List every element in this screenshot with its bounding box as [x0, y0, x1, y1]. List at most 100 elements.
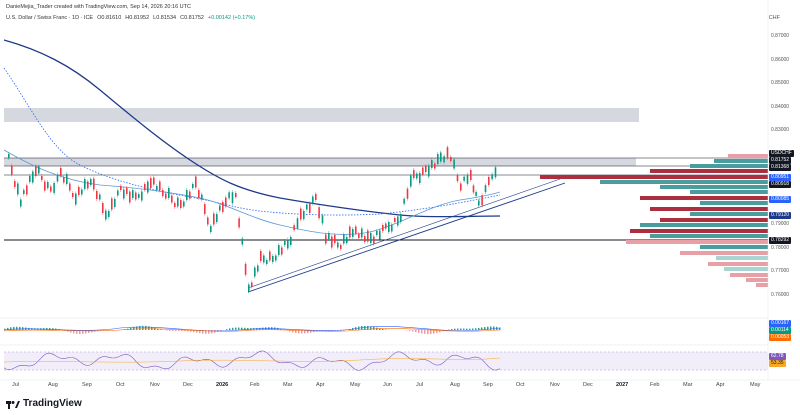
time-axis-label: Sep — [483, 382, 493, 388]
time-axis-label: Mar — [283, 382, 293, 388]
macd-bar — [175, 330, 177, 332]
time-axis-label: May — [350, 382, 361, 388]
time-axis-label: Sep — [82, 382, 92, 388]
macd-bar — [16, 326, 18, 330]
time-axis-label: Nov — [150, 382, 160, 388]
macd-bar — [382, 329, 384, 330]
macd-bar — [178, 330, 180, 331]
tradingview-logo[interactable]: TradingView — [6, 398, 82, 409]
macd-bar — [244, 327, 246, 330]
macd-bar — [166, 330, 168, 331]
macd-bar — [49, 327, 51, 330]
trendline-upper — [247, 178, 561, 289]
rsi1-tag: 62.78 — [769, 353, 786, 360]
price-axis-label: 0.83000 — [771, 127, 790, 133]
brand-name: TradingView — [23, 398, 82, 409]
macd-bar — [295, 330, 297, 334]
macd-bar — [187, 330, 189, 332]
ohlc-change: +0.00142 (+0.17%) — [207, 15, 256, 21]
macd-bar — [52, 328, 54, 330]
macd-bar — [424, 330, 426, 334]
time-axis-label: 2027 — [616, 382, 629, 388]
symbol-legend: U.S. Dollar / Swiss Franc · 1D · ICE O0.… — [6, 15, 255, 21]
macd-bar — [151, 326, 153, 330]
macd-bar — [199, 330, 201, 334]
time-axis-label: May — [750, 382, 761, 388]
macd-bar — [292, 330, 294, 333]
macd-bar — [475, 328, 477, 330]
time-axis-label: Apr — [716, 382, 725, 388]
macd-bar — [457, 328, 459, 330]
symbol-name[interactable]: U.S. Dollar / Swiss Franc · 1D · ICE — [6, 15, 94, 21]
price-axis-label: 0.77000 — [771, 268, 790, 274]
time-axis-label: Aug — [450, 382, 460, 388]
candles — [8, 145, 497, 294]
macd-bar — [85, 330, 87, 334]
macd-bar — [472, 328, 474, 330]
macd-bar — [484, 327, 486, 330]
time-axis-label: Jul — [12, 382, 20, 388]
price-axis-label: 0.84000 — [771, 103, 790, 110]
macd-bar — [469, 328, 471, 330]
macd-bar — [190, 330, 192, 332]
macd-bar — [145, 325, 147, 330]
macd-bar — [463, 328, 465, 330]
macd-bar — [499, 327, 501, 330]
macd-bar — [73, 330, 75, 334]
macd-bar — [433, 330, 435, 334]
macd-bar — [196, 330, 198, 333]
macd-bar — [379, 328, 381, 330]
macd-bar — [4, 328, 6, 330]
macd-bar — [421, 330, 423, 334]
macd-bar — [133, 327, 135, 330]
macd-bar — [10, 327, 12, 330]
price-axis-label: 0.86000 — [771, 56, 790, 63]
macd-bar — [139, 326, 141, 330]
macd-bar — [310, 330, 312, 333]
time-axis-label: Oct — [116, 382, 125, 388]
ohlc-close: C0.81752 — [180, 15, 204, 21]
level4-tag: 0.80085 — [769, 196, 792, 203]
tradingview-icon — [6, 400, 20, 409]
macd-bar — [298, 330, 300, 334]
rsi-band — [4, 352, 768, 370]
macd-bar — [208, 330, 210, 334]
macd-bar — [340, 330, 342, 332]
macd-bar — [229, 328, 231, 330]
time-axis-label: Nov — [550, 382, 560, 388]
macd-bar — [415, 330, 417, 333]
macd-line — [3, 326, 501, 332]
macd-bar — [160, 329, 162, 330]
macd-bar — [211, 330, 213, 334]
price-axis-label: 0.87000 — [771, 33, 790, 39]
macd-bar — [169, 330, 171, 331]
time-axis-label: Feb — [250, 382, 260, 388]
level1-tag: 0.81368 — [769, 164, 792, 171]
macd-bar — [88, 330, 90, 333]
ma-100-line — [3, 67, 501, 216]
volume-profile — [540, 154, 768, 287]
macd-bar — [337, 330, 339, 332]
macd-bar — [466, 328, 468, 330]
macd-bar — [70, 330, 72, 333]
macd-bar — [220, 330, 222, 331]
time-axis-label: Mar — [683, 382, 693, 388]
ma-50-line — [3, 149, 501, 235]
macd-bar — [418, 330, 420, 333]
symbol-tag: USDCHF — [769, 150, 794, 157]
level6-tag: 0.78292 — [769, 237, 792, 244]
macd-bar — [79, 330, 81, 334]
macd-bar — [226, 329, 228, 330]
macd-bar — [13, 326, 15, 330]
macd-bar — [493, 326, 495, 330]
time-axis-label: Jun — [383, 382, 392, 388]
ohlc-low: L0.81534 — [153, 15, 177, 21]
macd-bar — [82, 330, 84, 334]
last-price-tag: 0.81752 — [769, 157, 792, 164]
macd-bar — [181, 330, 183, 331]
level2-tag: 0.80951 — [769, 174, 792, 181]
macd-bar — [205, 330, 207, 334]
trendline-lower — [247, 182, 566, 293]
macd-bar — [460, 328, 462, 330]
